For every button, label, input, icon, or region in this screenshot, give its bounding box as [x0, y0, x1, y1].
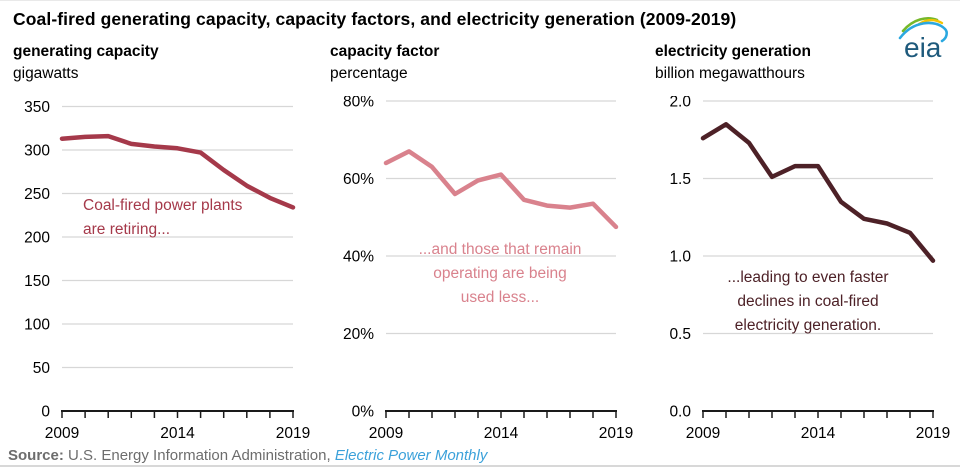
y-tick-label: 200 [24, 230, 50, 247]
chart-annotation: Coal-fired power plants are retiring... [83, 197, 243, 238]
panel-title: generating capacity [13, 43, 159, 60]
y-tick-label: 1.5 [669, 171, 691, 188]
y-tick-label: 100 [24, 317, 50, 334]
panel-unit-label: gigawatts [13, 65, 79, 82]
logo-text: eia [904, 32, 942, 61]
data-series-line [383, 149, 619, 230]
plot-area: 0 50 100 150 200 250 300 350 2009 2014 2019 Coal-f… [13, 96, 318, 446]
y-tick-label: 1.0 [669, 249, 691, 266]
x-tick-label: 2019 [276, 425, 310, 442]
logo-blue-arc-icon [898, 21, 948, 43]
x-tick-label: 2014 [801, 425, 836, 442]
y-tick-label: 0 [41, 404, 50, 421]
chart-annotation: ...and those that remain operating are b… [418, 241, 582, 306]
x-tick-label: 2014 [484, 425, 519, 442]
y-tick-label: 350 [24, 99, 50, 116]
y-tick-label: 0.5 [669, 326, 691, 343]
y-tick-label: 0% [352, 404, 375, 421]
x-tick-label: 2014 [160, 425, 195, 442]
panel-unit-label: percentage [330, 65, 408, 82]
y-tick-label: 300 [24, 143, 50, 160]
y-tick-label: 0.0 [669, 404, 691, 421]
source-link[interactable]: Electric Power Monthly [334, 447, 488, 464]
y-tick-label: 250 [24, 186, 50, 203]
panel-electricity-generation: electricity generation billion megawatth… [655, 41, 955, 442]
x-tick-label: 2009 [45, 425, 79, 442]
y-tick-label: 80% [343, 96, 374, 111]
panel-unit-label: billion megawatthours [655, 65, 805, 82]
line-chart-capacity-factor: 0% 20% 40% 60% 80% 2009 2014 2019 [343, 96, 633, 442]
x-tick-label: 2009 [686, 425, 720, 442]
line-chart-generating-capacity: 0 50 100 150 200 250 300 350 2009 2014 2019 [24, 99, 310, 442]
plot-area: 0.0 0.5 1.0 1.5 2.0 2009 2014 2019 ...leading t… [655, 96, 955, 446]
page-title: Coal-fired generating capacity, capacity… [13, 9, 737, 29]
y-tick-label: 20% [343, 326, 374, 343]
x-tick-label: 2019 [599, 425, 633, 442]
x-tick-label: 2019 [916, 425, 950, 442]
y-tick-label: 60% [343, 171, 374, 188]
source-attribution: Source: U.S. Energy Information Administ… [8, 447, 487, 464]
chart-annotation: ...leading to even faster declines in co… [727, 269, 889, 334]
panel-generating-capacity: generating capacity gigawatts 0 50 100 150 2… [13, 41, 318, 442]
bottom-divider [0, 465, 960, 467]
y-tick-label: 2.0 [669, 96, 691, 111]
source-label: Source: [8, 447, 64, 464]
panel-title: capacity factor [330, 43, 440, 60]
line-chart-electricity-generation: 0.0 0.5 1.0 1.5 2.0 2009 2014 2019 [669, 96, 950, 442]
y-tick-label: 40% [343, 249, 374, 266]
data-series-line [59, 133, 296, 210]
panel-title: electricity generation [655, 43, 811, 60]
data-series-line [700, 122, 936, 263]
panel-capacity-factor: capacity factor percentage 0% 20% 40% 60% 80… [330, 41, 635, 442]
x-tick-label: 2009 [369, 425, 403, 442]
y-tick-label: 50 [33, 360, 51, 377]
eia-logo: eia [898, 17, 948, 61]
y-tick-label: 150 [24, 273, 50, 290]
plot-area: 0% 20% 40% 60% 80% 2009 2014 2019 ...and those … [330, 96, 635, 446]
source-text: U.S. Energy Information Administration, [63, 447, 335, 464]
